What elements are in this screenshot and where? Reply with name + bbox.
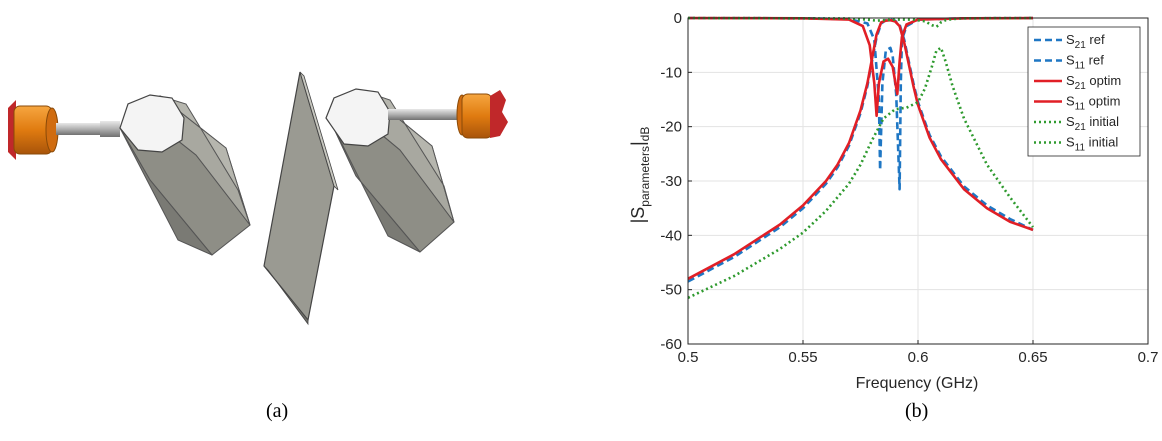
legend-label-s11_optim: S11 optim	[1066, 94, 1120, 113]
legend-label-s21_initial: S21 initial	[1066, 114, 1119, 133]
chart-curves	[687, 16, 1035, 299]
y-axis-ticks: 0 -10 -20 -30 -40 -50 -60	[660, 10, 692, 353]
series-line-s21_initial	[687, 46, 1035, 299]
y-tick-label: -50	[660, 282, 682, 299]
series-line-s11_optim	[687, 16, 1034, 118]
right-coax-connector	[388, 90, 508, 139]
legend-label-s11_initial: S11 initial	[1066, 135, 1118, 154]
right-connector-pin	[388, 109, 460, 120]
y-tick-label: -60	[660, 336, 682, 353]
y-tick-label: 0	[674, 10, 682, 27]
figure-caption-b: (b)	[905, 400, 929, 422]
x-tick-label: 0.6	[908, 349, 929, 366]
s-parameter-chart: 0.5 0.55 0.6 0.65 0.7 0 -10 -20 -30 -40 -50 -60 Fr…	[628, 10, 1159, 392]
y-axis-label: |Sparameters|dB	[628, 127, 652, 224]
right-resonator-rod	[325, 88, 455, 253]
y-axis-label-main: |S	[628, 207, 648, 224]
right-connector-body	[461, 93, 493, 139]
x-tick-label: 0.5	[678, 349, 699, 366]
y-axis-label-bar: |	[628, 141, 648, 146]
legend-label-s21_ref: S21 ref	[1066, 32, 1105, 51]
x-axis-ticks: 0.5 0.55 0.6 0.65 0.7	[678, 340, 1159, 366]
svg-text:|Sparameters|dB: |Sparameters|dB	[628, 127, 652, 224]
y-tick-label: -20	[660, 119, 682, 136]
filter-model-illustration	[8, 71, 508, 326]
legend-label-s11_ref: S11 ref	[1066, 53, 1104, 72]
right-resonator-top-face	[325, 88, 391, 147]
coupling-plate	[263, 71, 339, 326]
left-resonator-rod	[119, 94, 251, 256]
legend-label-s21_optim: S21 optim	[1066, 73, 1121, 92]
x-axis-label: Frequency (GHz)	[856, 375, 979, 392]
y-tick-label: -40	[660, 227, 682, 244]
y-axis-label-sub: parameters	[638, 146, 652, 207]
y-tick-label: -10	[660, 64, 682, 81]
left-coax-connector	[8, 100, 120, 160]
right-connector-flange	[490, 90, 508, 138]
y-axis-label-unit: dB	[638, 127, 652, 142]
x-tick-label: 0.65	[1018, 349, 1047, 366]
x-tick-label: 0.55	[788, 349, 817, 366]
y-tick-label: -30	[660, 173, 682, 190]
series-line-s11_ref	[687, 16, 1034, 191]
x-tick-label: 0.7	[1138, 349, 1159, 366]
legend-box	[1027, 26, 1141, 157]
left-resonator-top-face	[119, 94, 185, 153]
figure-caption-a: (a)	[266, 400, 289, 422]
